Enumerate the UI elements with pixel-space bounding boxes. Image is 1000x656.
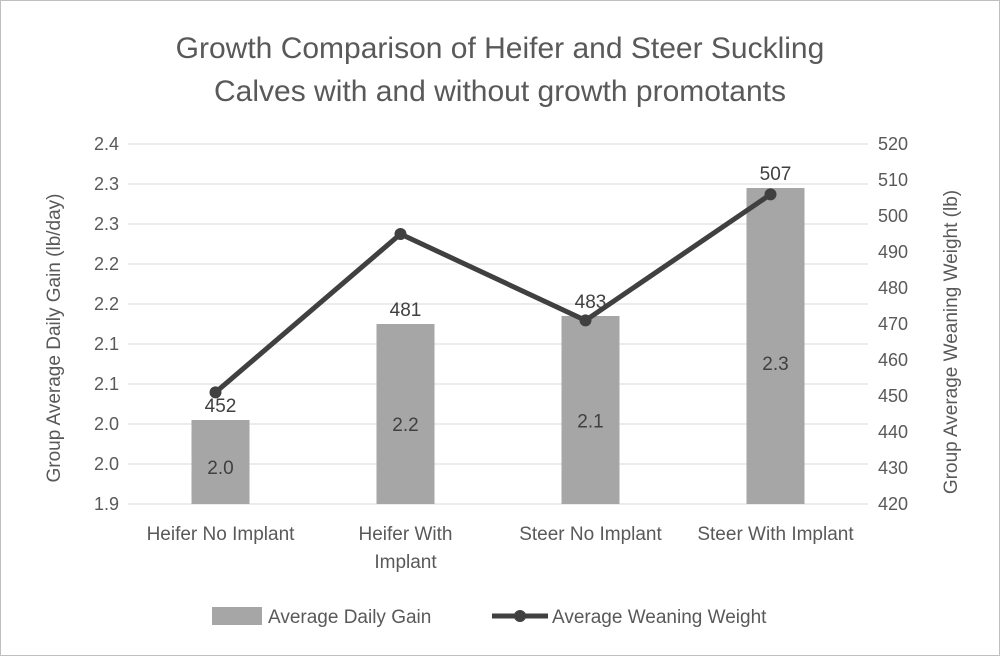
- y-right-tick-label: 420: [878, 494, 908, 514]
- line-point-average-weaning-weight: [764, 188, 777, 201]
- legend-swatch-average-daily-gain: [212, 607, 262, 625]
- y-right-tick-label: 450: [878, 386, 908, 406]
- x-category-label: Heifer No Implant: [147, 524, 296, 545]
- y-left-tick-label: 1.9: [94, 494, 119, 514]
- y-left-axis-title: Group Average Daily Gain (lb/day): [44, 193, 65, 482]
- bar-data-label: 2.3: [762, 354, 788, 375]
- y-right-axis-title: Group Average Weaning Weight (lb): [941, 190, 962, 494]
- line-point-average-weaning-weight: [579, 314, 592, 327]
- chart-title-line-1: Growth Comparison of Heifer and Steer Su…: [176, 32, 825, 65]
- legend-label-average-daily-gain: Average Daily Gain: [268, 607, 431, 628]
- bar-average-daily-gain: [561, 316, 620, 504]
- y-right-tick-label: 430: [878, 458, 908, 478]
- bar-data-label: 2.1: [577, 411, 603, 432]
- y-left-tick-label: 2.3: [94, 174, 119, 194]
- y-left-tick-label: 2.2: [94, 294, 119, 314]
- x-category-label: Implant: [374, 552, 437, 573]
- y-left-tick-label: 2.4: [94, 134, 119, 154]
- y-left-tick-label: 2.0: [94, 454, 119, 474]
- y-right-tick-label: 520: [878, 134, 908, 154]
- line-average-weaning-weight: [213, 192, 772, 395]
- bar-data-label: 2.2: [392, 415, 418, 436]
- y-left-tick-label: 2.1: [94, 334, 119, 354]
- legend-marker-average-weaning-weight: [514, 610, 526, 622]
- bar-series: [191, 188, 805, 504]
- y-right-tick-label: 440: [878, 422, 908, 442]
- line-data-label: 483: [575, 292, 607, 313]
- legend: Average Daily Gain Average Weaning Weight: [212, 607, 767, 628]
- gridlines: [128, 143, 868, 505]
- bar-average-daily-gain: [376, 324, 435, 504]
- bar-average-daily-gain: [191, 420, 250, 504]
- y-right-tick-label: 460: [878, 350, 908, 370]
- line-point-average-weaning-weight: [209, 386, 222, 399]
- y-right-tick-label: 510: [878, 170, 908, 190]
- bar-average-daily-gain: [746, 188, 805, 504]
- y-left-tick-label: 2.1: [94, 374, 119, 394]
- bar-data-label: 2.0: [207, 458, 233, 479]
- axes: 1.9 2.0 2.0 2.1 2.1 2.2 2.2 2.3 2.3 2.4 420 430 440 4…: [44, 134, 962, 573]
- line-data-label: 507: [760, 164, 792, 185]
- legend-label-average-weaning-weight: Average Weaning Weight: [552, 607, 767, 628]
- y-right-tick-label: 470: [878, 314, 908, 334]
- y-left-tick-label: 2.2: [94, 254, 119, 274]
- line-data-label: 452: [205, 396, 237, 417]
- x-category-label: Steer With Implant: [697, 524, 854, 545]
- y-left-tick-label: 2.3: [94, 214, 119, 234]
- x-category-label: Heifer With: [359, 524, 453, 545]
- line-series: [209, 188, 777, 399]
- y-right-tick-label: 480: [878, 278, 908, 298]
- y-left-tick-label: 2.0: [94, 414, 119, 434]
- line-point-average-weaning-weight: [394, 228, 407, 240]
- line-data-label: 481: [390, 300, 422, 321]
- chart-title-line-2: Calves with and without growth promotant…: [214, 75, 786, 108]
- y-right-tick-label: 490: [878, 242, 908, 262]
- x-category-label: Steer No Implant: [519, 524, 662, 545]
- data-labels: 2.0 2.2 2.1 2.3 452 481 483 507: [205, 164, 792, 479]
- y-right-tick-label: 500: [878, 206, 908, 226]
